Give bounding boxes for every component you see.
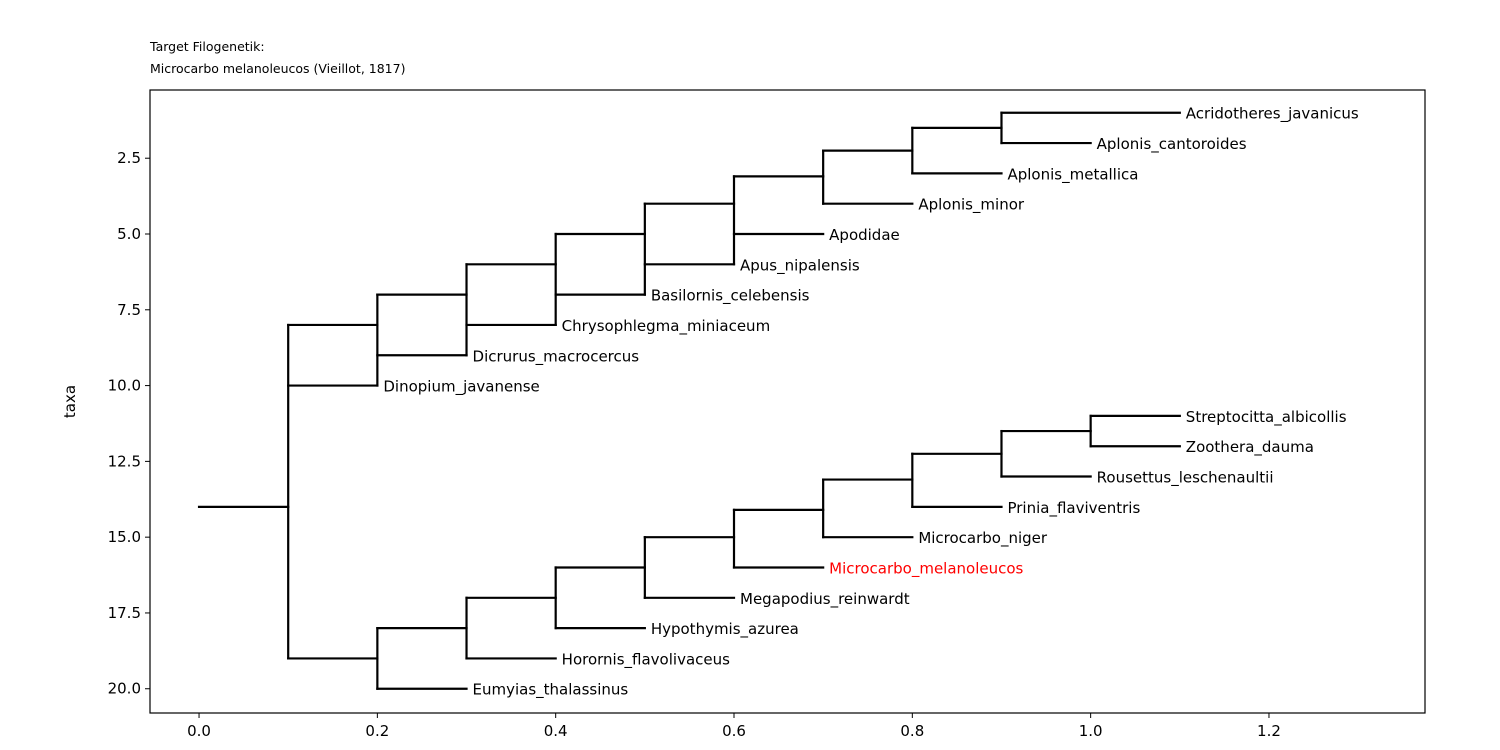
x-tick-label: 0.4 [544, 722, 568, 740]
leaf-label: Aplonis_metallica [1007, 165, 1138, 184]
leaf-label: Apus_nipalensis [740, 256, 860, 275]
leaf-label: Dicrurus_macrocercus [473, 347, 640, 366]
leaf-label: Apodidae [829, 226, 900, 244]
chart-title-line-1: Target Filogenetik: [150, 39, 265, 54]
leaf-label: Chrysophlegma_miniaceum [562, 317, 771, 336]
y-tick-label: 5.0 [117, 225, 141, 243]
leaf-label: Streptocitta_albicollis [1186, 408, 1347, 427]
branch-layer [197, 111, 1181, 690]
y-tick-label: 10.0 [108, 377, 141, 395]
leaf-label: Hypothymis_azurea [651, 620, 799, 639]
leaf-label: Megapodius_reinwardt [740, 590, 910, 609]
x-tick-label: 1.2 [1257, 722, 1281, 740]
y-tick-label: 2.5 [117, 149, 141, 167]
x-tick-label: 0.6 [722, 722, 746, 740]
y-tick-label: 17.5 [108, 604, 141, 622]
leaf-label: Aplonis_minor [918, 196, 1025, 215]
x-axis-ticks: 0.0 0.2 0.4 0.6 0.8 1.0 1.2 [187, 713, 1281, 740]
y-axis-ticks: 2.5 5.0 7.5 10.0 12.5 15.0 17.5 20.0 [108, 149, 150, 698]
leaf-label: Rousettus_leschenaultii [1097, 469, 1274, 488]
y-tick-label: 20.0 [108, 680, 141, 698]
x-tick-label: 0.2 [365, 722, 389, 740]
y-tick-label: 7.5 [117, 301, 141, 319]
leaf-label: Zoothera_dauma [1186, 438, 1314, 457]
plot-frame [149, 89, 1426, 714]
x-tick-label: 0.0 [187, 722, 211, 740]
leaf-label: Horornis_flavolivaceus [562, 650, 730, 669]
leaf-label: Aplonis_cantoroides [1097, 135, 1247, 154]
leaf-label: Eumyias_thalassinus [473, 681, 629, 700]
leaf-label: Microcarbo_niger [918, 529, 1048, 548]
y-tick-label: 15.0 [108, 528, 141, 546]
x-tick-label: 1.0 [1079, 722, 1103, 740]
leaf-label: Dinopium_javanense [383, 378, 539, 397]
x-tick-label: 0.8 [900, 722, 924, 740]
leaf-label-target: Microcarbo_melanoleucos [829, 559, 1023, 578]
leaf-label: Prinia_flaviventris [1007, 499, 1140, 518]
leaf-label: Basilornis_celebensis [651, 287, 810, 306]
leaf-label: Acridotheres_javanicus [1186, 105, 1359, 124]
y-tick-label: 12.5 [108, 452, 141, 470]
leaf-label-layer: Acridotheres_javanicus Aplonis_cantoroide… [383, 105, 1359, 700]
chart-title-line-2: Microcarbo melanoleucos (Vieillot, 1817) [150, 61, 406, 76]
y-axis-label: taxa [61, 385, 79, 418]
